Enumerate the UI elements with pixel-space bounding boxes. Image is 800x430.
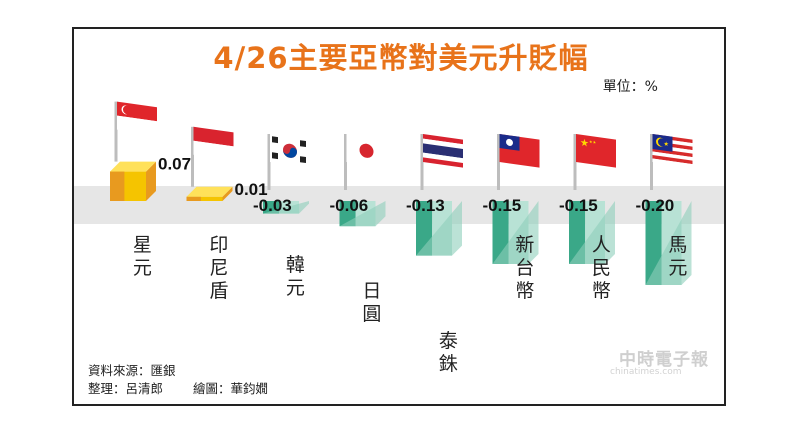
- bar-group: 0.01 印尼盾: [186, 126, 268, 302]
- bar-side: [146, 161, 156, 201]
- compiler-label: 整理：呂清郎: [88, 381, 164, 396]
- unit-label: 單位：%: [602, 79, 658, 95]
- bar-group: ★ ★★ -0.15 人民幣: [559, 134, 616, 302]
- bar-side: [645, 201, 692, 285]
- watermark-logo: 中時電子報: [619, 350, 709, 370]
- thailand-flag: [423, 134, 463, 168]
- bar-side: [569, 201, 615, 264]
- svg-text:★★: ★★: [589, 139, 597, 145]
- watermark-url: chinatimes.com: [610, 367, 682, 377]
- bar-shade: [186, 196, 201, 201]
- category-label: 泰銖: [439, 330, 458, 375]
- bar-side: [339, 201, 386, 227]
- bar-side: [222, 186, 233, 201]
- bar-group: -0.15 新台幣: [483, 134, 540, 302]
- value-label: -0.03: [253, 196, 292, 215]
- data-source-label: 資料來源：匯銀: [88, 363, 176, 378]
- bar-side: [416, 201, 462, 256]
- bar-group: 0.07 星元: [110, 101, 191, 279]
- bar-shade: [110, 171, 125, 201]
- value-label: 0.01: [235, 180, 268, 199]
- china-flag: ★ ★★: [576, 134, 616, 168]
- bar: [186, 196, 223, 201]
- bar-group: ★ -0.20 馬元: [636, 134, 693, 285]
- south-korea-flag: [270, 134, 310, 168]
- bar-group: -0.06 日圓: [330, 134, 387, 325]
- bar-group: -0.03 韓元: [253, 134, 310, 299]
- taiwan-flag: [499, 134, 540, 168]
- category-label: 新台幣: [515, 234, 534, 302]
- japan-flag: [346, 134, 387, 168]
- bar-side: [263, 201, 309, 214]
- category-label: 星元: [133, 234, 152, 279]
- value-label: -0.20: [636, 196, 675, 215]
- value-label: -0.13: [406, 196, 445, 215]
- singapore-flag: [117, 101, 157, 136]
- category-label: 韓元: [286, 254, 305, 299]
- value-label: -0.15: [559, 196, 598, 215]
- value-label: -0.15: [483, 196, 522, 215]
- bar-top: [186, 186, 233, 197]
- chart-title: 4/26主要亞幣對美元升貶幅: [213, 41, 589, 75]
- illustrator-label: 繪圖：華鈞嫺: [193, 381, 269, 396]
- category-label: 馬元: [668, 234, 687, 279]
- indonesia-flag: [193, 126, 234, 161]
- category-label: 日圓: [362, 280, 381, 325]
- bar-group: -0.13 泰銖: [406, 134, 463, 375]
- malaysia-flag: ★: [652, 134, 693, 168]
- value-label: -0.06: [330, 196, 369, 215]
- bar-side: [492, 201, 539, 264]
- source-block: 資料來源：匯銀 整理：呂清郎 繪圖：華鈞嫺: [88, 362, 268, 398]
- value-label: 0.07: [158, 155, 191, 174]
- bar-chart: 0.07 星元 0.01 印尼盾 -0.03 韓元 -0.06 日圓 -0.13 泰銖 -0.15 新…: [74, 101, 724, 375]
- bar-top: [110, 161, 156, 172]
- category-label: 印尼盾: [209, 234, 228, 302]
- svg-text:★: ★: [580, 138, 589, 150]
- baseline-band: [74, 186, 724, 224]
- category-label: 人民幣: [592, 234, 611, 302]
- svg-text:★: ★: [664, 141, 669, 149]
- chart-frame: 4/26主要亞幣對美元升貶幅 單位：% 0.07 星元 0.01 印尼盾 -0.03 韓元…: [72, 27, 726, 406]
